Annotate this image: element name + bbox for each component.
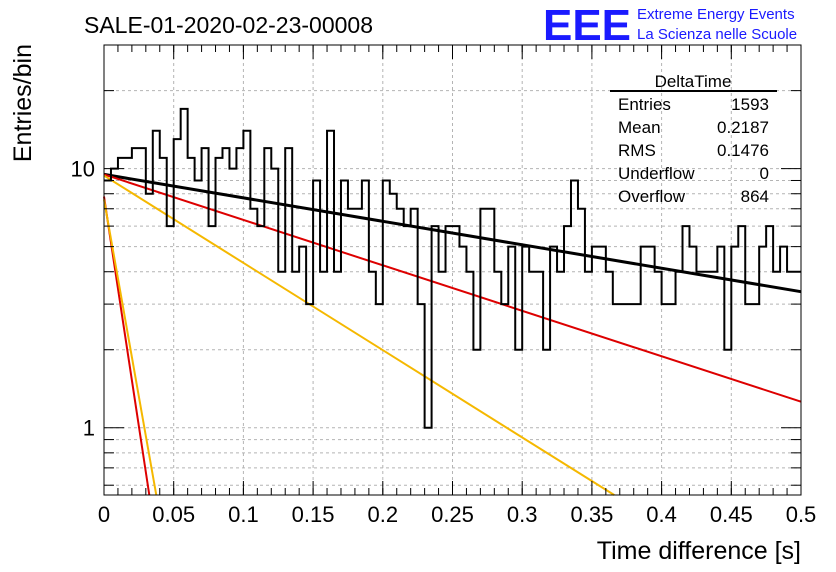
stats-value: 0.2187 [717, 118, 769, 137]
stats-value: 864 [741, 187, 769, 206]
x-tick-label: 0.1 [228, 502, 259, 527]
x-tick-label: 0.3 [507, 502, 538, 527]
eee-logo: EEE [543, 1, 631, 50]
fit-curve-red [103, 173, 802, 403]
x-tick-label: 0.25 [431, 502, 474, 527]
x-tick-label: 0.2 [368, 502, 399, 527]
stats-value: 1593 [731, 95, 769, 114]
x-axis-label: Time difference [s] [597, 537, 801, 565]
y-axis-label: Entries/bin [9, 44, 37, 162]
stats-box: DeltaTime Entries 1593 Mean 0.2187 RMS 0.1476… [610, 72, 777, 206]
fit-curve-gold [103, 174, 615, 496]
org-line-2: La Scienza nelle Scuole [637, 26, 797, 43]
stats-label: Underflow [618, 164, 695, 183]
fit-curve-gold [103, 199, 158, 496]
plot-frame [103, 44, 802, 496]
x-tick-label: 0.15 [292, 502, 335, 527]
axis-ticks: 0 0.05 0.1 0.15 0.2 0.25 0.3 0.35 0.4 0.45 0.5 1 10 [71, 44, 817, 527]
x-tick-label: 0.35 [570, 502, 613, 527]
y-tick-label: 10 [71, 157, 95, 182]
stats-label: RMS [618, 141, 656, 160]
org-line-1: Extreme Energy Events [637, 6, 795, 23]
stats-title: DeltaTime [655, 72, 732, 91]
stats-label: Entries [618, 95, 671, 114]
histogram [104, 107, 801, 429]
stats-label: Mean [618, 118, 661, 137]
chart-title: SALE-01-2020-02-23-00008 [84, 12, 373, 38]
stats-value: 0.1476 [717, 141, 769, 160]
stats-value: 0 [760, 164, 769, 183]
histogram-outline [104, 107, 801, 429]
fit-curve-black [103, 172, 802, 294]
x-tick-label: 0.05 [152, 502, 195, 527]
x-tick-label: 0.45 [710, 502, 753, 527]
stats-label: Overflow [618, 187, 686, 206]
x-tick-label: 0.4 [646, 502, 677, 527]
y-tick-label: 1 [83, 416, 95, 441]
x-tick-label: 0.5 [786, 502, 817, 527]
x-tick-label: 0 [98, 502, 110, 527]
